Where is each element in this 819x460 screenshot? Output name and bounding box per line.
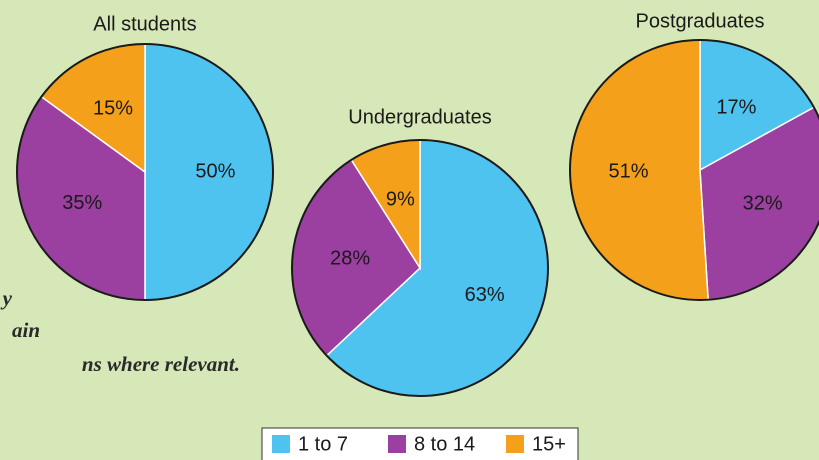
legend-swatch [506,435,524,453]
chart-title: Undergraduates [348,106,491,128]
chart-title: Postgraduates [636,10,765,32]
legend-label: 1 to 7 [298,433,348,455]
slice-label: 63% [465,284,505,306]
slice-label: 32% [743,193,783,215]
legend [261,427,579,460]
slice-label: 35% [62,192,102,214]
slice-label: 9% [386,189,415,211]
slice-label: 17% [716,97,756,119]
slice-label: 50% [195,160,235,182]
pie-outline [291,139,549,397]
legend-swatch [272,435,290,453]
slice-label: 15% [93,98,133,120]
side-text: ain [12,318,40,342]
side-text: y [0,286,13,310]
slice-label: 28% [330,247,370,269]
legend-swatch [388,435,406,453]
slice-label: 51% [609,161,649,183]
pie-outline [569,39,819,301]
chart-title: All students [93,13,196,35]
legend-label: 15+ [532,433,566,455]
legend-label: 8 to 14 [414,433,475,455]
pie-outline [16,43,274,301]
side-text: ns where relevant. [82,352,240,376]
